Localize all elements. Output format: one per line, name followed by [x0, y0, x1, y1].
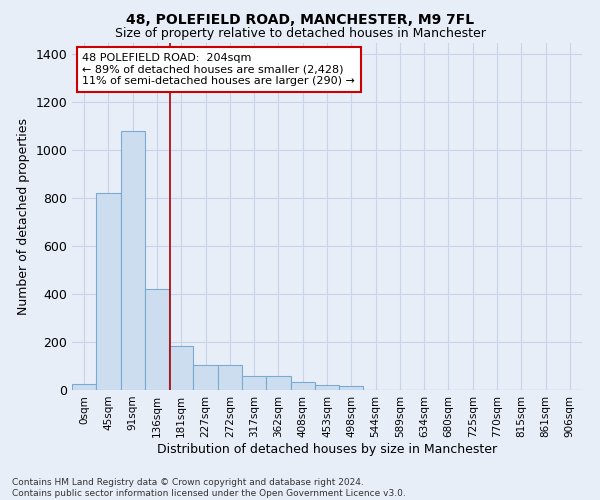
Text: Contains HM Land Registry data © Crown copyright and database right 2024.
Contai: Contains HM Land Registry data © Crown c… [12, 478, 406, 498]
Bar [121, 131, 145, 390]
Text: 48 POLEFIELD ROAD:  204sqm
← 89% of detached houses are smaller (2,428)
11% of s: 48 POLEFIELD ROAD: 204sqm ← 89% of detac… [82, 53, 355, 86]
Bar [218, 365, 242, 390]
Text: Size of property relative to detached houses in Manchester: Size of property relative to detached ho… [115, 28, 485, 40]
Bar [266, 376, 290, 390]
Bar [339, 386, 364, 390]
Bar [145, 290, 169, 390]
Text: 48, POLEFIELD ROAD, MANCHESTER, M9 7FL: 48, POLEFIELD ROAD, MANCHESTER, M9 7FL [126, 12, 474, 26]
X-axis label: Distribution of detached houses by size in Manchester: Distribution of detached houses by size … [157, 442, 497, 456]
Bar [242, 376, 266, 390]
Bar [290, 382, 315, 390]
Y-axis label: Number of detached properties: Number of detached properties [17, 118, 30, 315]
Bar [193, 365, 218, 390]
Bar [96, 194, 121, 390]
Bar [72, 384, 96, 390]
Bar [169, 346, 193, 390]
Bar [315, 385, 339, 390]
